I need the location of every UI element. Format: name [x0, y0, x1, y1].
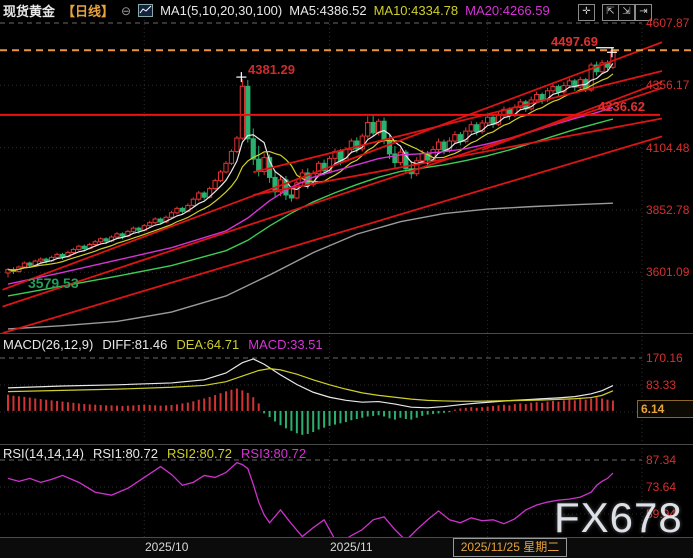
pan-right-icon[interactable]: ⇥ — [635, 4, 652, 21]
peak-price-annotation: 4381.29 — [248, 62, 295, 77]
zoom-vertical-axis-icon[interactable]: ⇱ — [602, 4, 619, 21]
rsi-axis-label: 87.34 — [646, 453, 677, 467]
macd-panel-header: MACD(26,12,9) DIFF:81.46 DEA:64.71 MACD:… — [3, 337, 323, 352]
macd-settings-label[interactable]: MACD(26,12,9) — [3, 337, 94, 352]
symbol-name: 现货黄金 — [3, 4, 56, 19]
macd-dea-value: DEA:64.71 — [176, 337, 240, 352]
price-axis-label: 3852.78 — [646, 202, 690, 217]
macd-axis-label: 170.16 — [646, 351, 683, 365]
fx678-watermark: FX678 — [554, 494, 683, 541]
rsi-axis-label: 73.64 — [646, 480, 677, 494]
hline-price-label: 4236.62 — [598, 99, 645, 114]
timeframe-label[interactable]: 【日线】 — [62, 4, 115, 19]
ma10-value: MA10:4334.78 — [373, 3, 459, 18]
main-chart-header: 现货黄金 【日线】 ⊖ MA1(5,10,20,30,100) MA5:4386… — [3, 1, 550, 20]
rsi-panel-header: RSI(14,14,14) RSI1:80.72 RSI2:80.72 RSI3… — [3, 446, 306, 461]
x-axis-label-nov: 2025/11 — [330, 540, 373, 554]
ma-settings-label[interactable]: MA1(5,10,20,30,100) — [160, 3, 283, 18]
rsi1-value: RSI1:80.72 — [92, 446, 158, 461]
price-axis-label: 4104.48 — [646, 140, 690, 155]
rsi-settings-label[interactable]: RSI(14,14,14) — [3, 446, 84, 461]
price-axis-label: 3601.09 — [646, 265, 690, 280]
macd-current-value-box: 6.14 — [637, 400, 693, 418]
mini-chart-icon — [138, 4, 154, 17]
ma20-value: MA20:4266.59 — [465, 3, 550, 18]
macd-diff-value: DIFF:81.46 — [102, 337, 168, 352]
x-axis-label-oct: 2025/10 — [145, 540, 189, 554]
crosshair-icon[interactable]: ✛ — [578, 4, 595, 21]
rsi3-value: RSI3:80.72 — [241, 446, 307, 461]
collapse-icon[interactable]: ⊖ — [121, 3, 132, 18]
zoom-horizontal-axis-icon[interactable]: ⇲ — [618, 4, 635, 21]
price-axis-label: 4607.87 — [646, 16, 690, 30]
low-price-annotation: 3579.53 — [28, 275, 79, 291]
rsi2-value: RSI2:80.72 — [166, 446, 233, 461]
current-date-box: 2025/11/25 星期二 — [453, 538, 567, 557]
rsi-axis-label: 59.94 — [646, 507, 677, 521]
macd-value: MACD:33.51 — [248, 337, 323, 352]
last-price-annotation: 4497.69 — [551, 34, 598, 49]
price-axis-label: 4356.17 — [646, 78, 690, 93]
ma5-value: MA5:4386.52 — [289, 3, 367, 18]
macd-axis-label: 83.33 — [646, 378, 677, 392]
